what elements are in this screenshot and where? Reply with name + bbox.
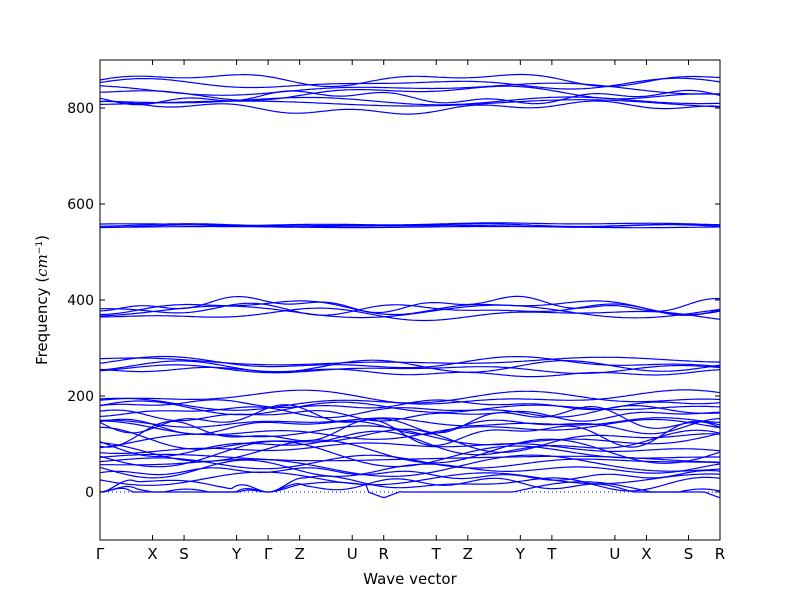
band-line-optical-mid (99, 409, 720, 422)
y-tick-label: 600 (67, 197, 94, 213)
band-line-group-830 (100, 85, 721, 101)
x-tick-label: T (546, 545, 557, 563)
y-axis-label-math: cm (33, 254, 51, 277)
band-line-optical-mid (99, 400, 721, 416)
x-tick-label: Z (463, 545, 473, 563)
x-tick-label: T (431, 545, 442, 563)
x-tick-label: Γ (96, 545, 105, 563)
x-tick-label: Z (295, 545, 305, 563)
band-line-group-555 (100, 225, 720, 229)
band-line-optical-mid (99, 389, 721, 405)
band-line-optical-mid (100, 417, 721, 428)
band-line-acoustic-low (99, 459, 721, 479)
y-tick-label: 400 (67, 293, 94, 309)
y-axis-label-exp: −1 (35, 241, 45, 254)
band-line-group-260 (99, 364, 721, 374)
band-line-group-380 (100, 307, 721, 322)
y-tick-label: 0 (85, 485, 94, 501)
band-line-optical-mid (99, 404, 721, 434)
y-ticks: 0 200 400 600 800 (67, 101, 720, 501)
band-line-optical-mid (100, 418, 721, 440)
x-tick-label: Γ (264, 545, 273, 563)
band-line-group-260 (99, 356, 721, 366)
x-tick-label: X (147, 545, 157, 563)
x-tick-label: S (179, 545, 189, 563)
band-line-acoustic-low (99, 475, 721, 493)
x-axis-label: Wave vector (363, 570, 457, 588)
band-line-optical-mid (99, 405, 721, 419)
band-line-optical-mid (99, 390, 721, 411)
x-tick-label: U (347, 545, 358, 563)
band-line-acoustic-low (99, 481, 721, 499)
x-tick-label: U (609, 545, 620, 563)
x-tick-label: Y (515, 545, 526, 563)
x-tick-label: R (379, 545, 389, 563)
x-tick-label: S (684, 545, 694, 563)
band-line-optical-mid (100, 426, 721, 453)
band-line-optical-mid (99, 440, 720, 468)
band-line-acoustic-low (99, 471, 720, 486)
band-line-group-830 (99, 73, 721, 88)
x-tick-label: Y (231, 545, 242, 563)
band-line-group-830 (99, 77, 721, 90)
y-axis-label-prefix: Frequency ( (33, 277, 51, 365)
y-tick-label: 200 (67, 389, 94, 405)
band-line-optical-mid (99, 417, 721, 435)
band-line-group-380 (99, 295, 721, 314)
band-line-group-830 (99, 82, 721, 96)
band-line-group-260 (99, 366, 721, 378)
x-tick-label: R (715, 545, 725, 563)
band-lines (99, 73, 721, 499)
band-line-group-830 (100, 99, 721, 108)
band-line-optical-mid (99, 438, 721, 464)
band-line-group-555 (100, 222, 721, 227)
band-line-group-830 (99, 89, 721, 106)
band-line-acoustic-low (99, 477, 721, 493)
band-line-optical-mid (99, 419, 721, 448)
band-line-acoustic-low (99, 467, 721, 481)
band-line-group-260 (99, 359, 721, 373)
band-line-group-260 (99, 355, 721, 369)
band-line-group-830 (99, 100, 721, 115)
y-tick-label: 800 (67, 101, 94, 117)
y-axis-label-suffix: ) (33, 235, 51, 241)
y-axis-label: Frequency (cm−1) (33, 235, 51, 365)
band-line-group-555 (99, 223, 720, 228)
x-tick-label: X (641, 545, 651, 563)
